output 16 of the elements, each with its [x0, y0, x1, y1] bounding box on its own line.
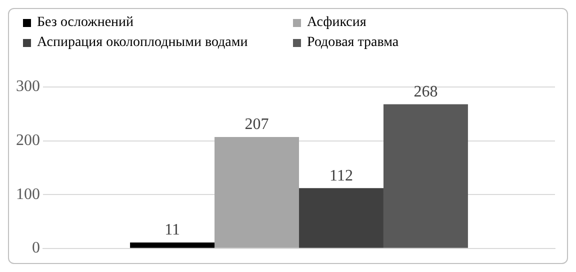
legend-label: Родовая травма [307, 35, 399, 51]
y-tick-label: 300 [16, 78, 40, 96]
y-tick-label: 100 [16, 186, 40, 203]
legend-label: Асфиксия [307, 15, 366, 31]
data-label: 112 [330, 167, 353, 184]
bar [214, 137, 299, 248]
data-label: 11 [164, 222, 180, 239]
legend-label: Без осложнений [37, 15, 134, 31]
data-label: 207 [244, 116, 269, 134]
data-label: 268 [414, 83, 438, 100]
legend-label: Аспирация околоплодными водами [37, 35, 248, 51]
y-tick-label: 200 [16, 132, 40, 150]
y-tick-label: 0 [32, 240, 40, 257]
bar [383, 104, 468, 248]
bar [299, 188, 384, 248]
bar [130, 242, 215, 248]
